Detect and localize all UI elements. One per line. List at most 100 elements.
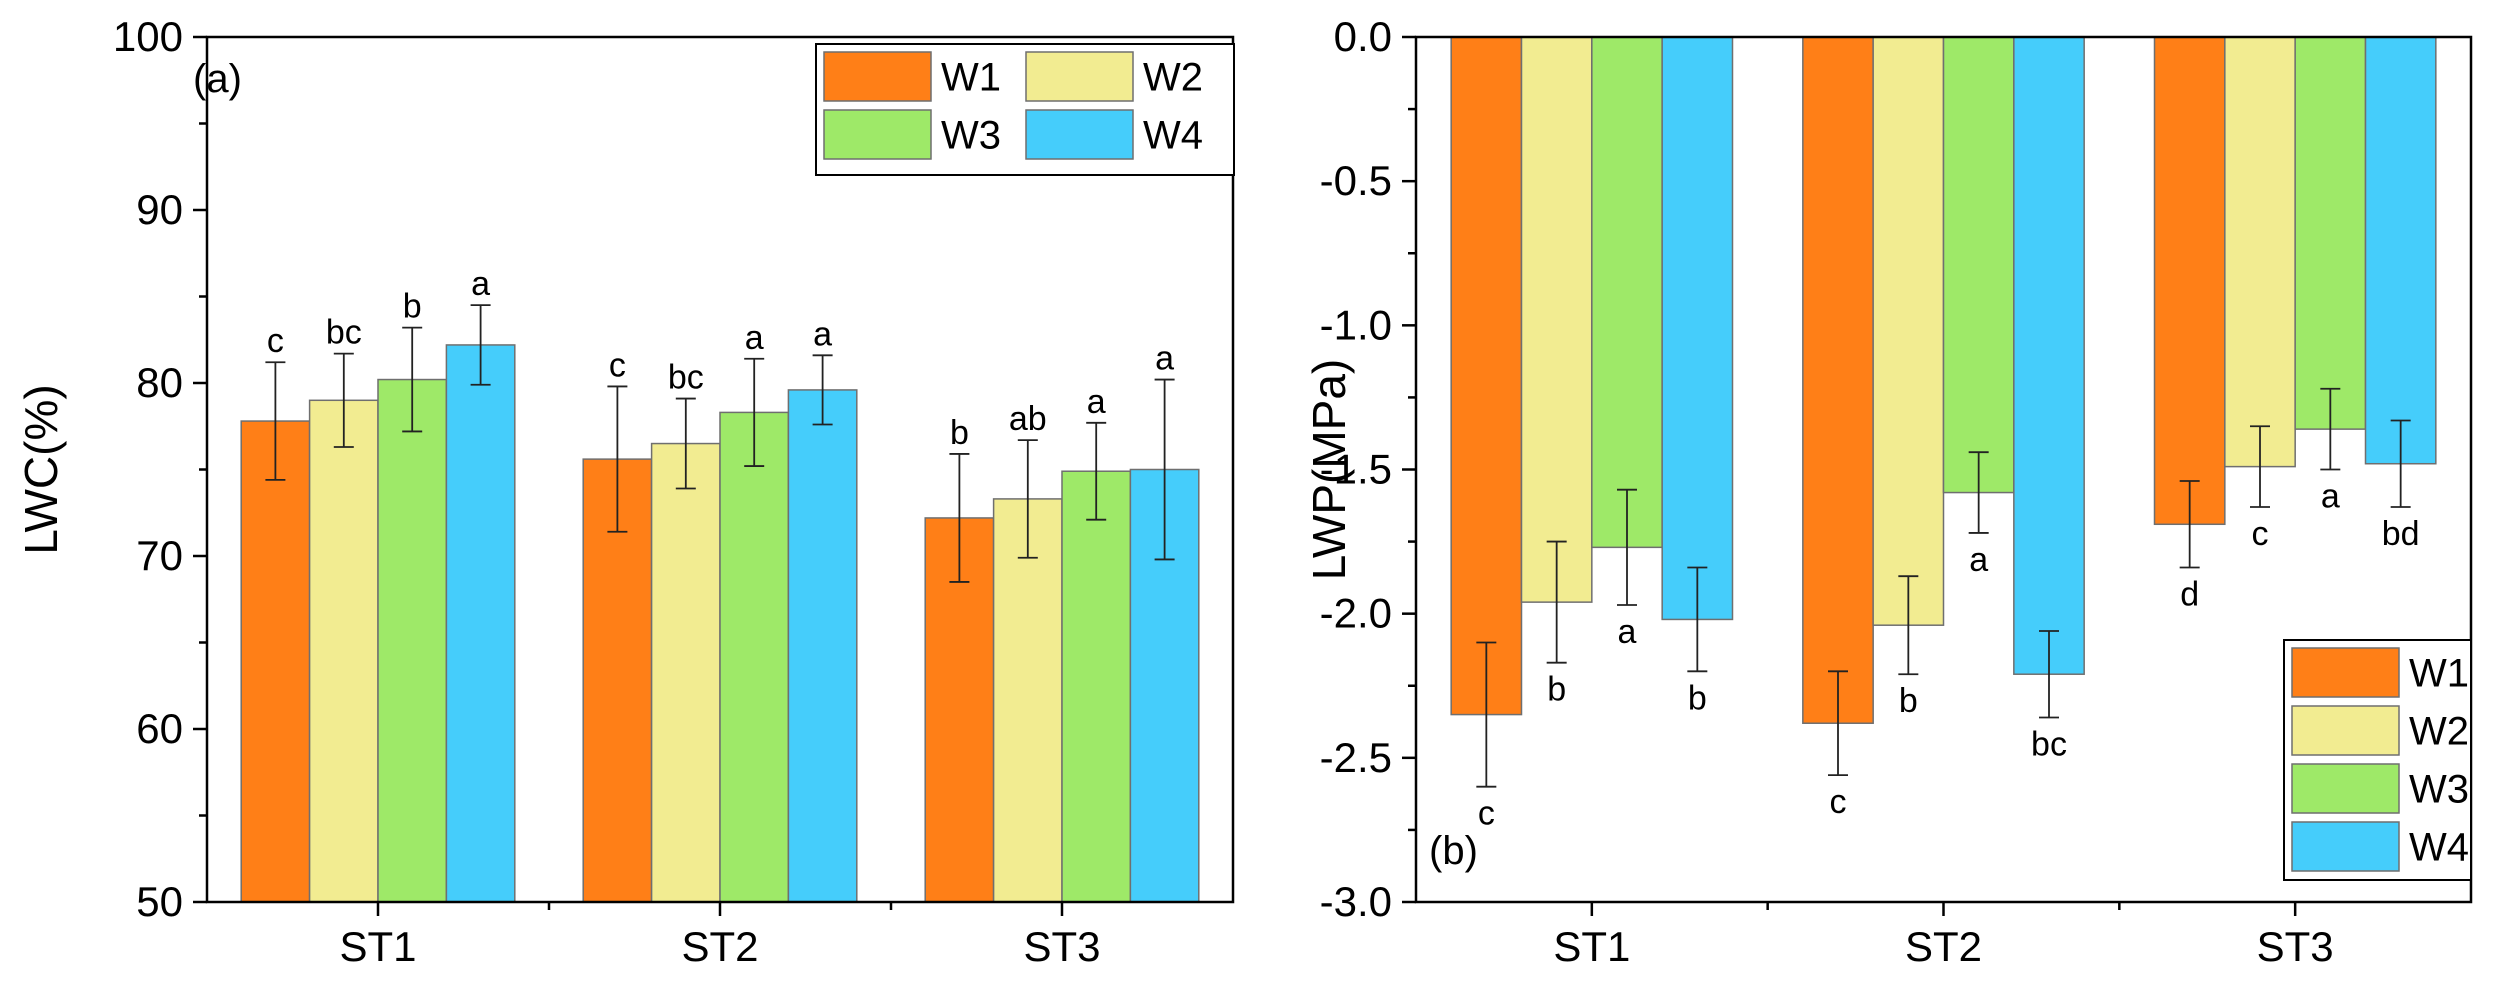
- y-tick-label: -2.0: [1320, 590, 1392, 637]
- significance-letter: c: [1830, 783, 1847, 821]
- x-tick-label: ST2: [1905, 923, 1982, 970]
- panel-label: (a): [193, 57, 242, 101]
- legend: W1 W2 W3 W4: [2283, 639, 2472, 881]
- significance-letter: bd: [2382, 515, 2420, 553]
- error-bar: [812, 354, 833, 426]
- error-bar: [1828, 670, 1848, 777]
- y-tick-label: 70: [136, 532, 183, 579]
- error-bar: [949, 453, 970, 583]
- significance-letter: bc: [668, 359, 704, 397]
- significance-letter: b: [950, 414, 969, 452]
- bar-st3-w2: [2224, 36, 2296, 468]
- significance-letter: a: [471, 265, 490, 303]
- legend: W1 W2 W3 W4: [815, 43, 1235, 176]
- error-bar: [402, 326, 423, 433]
- error-bar: [1086, 421, 1107, 521]
- legend-label: W3: [941, 114, 1001, 158]
- bar-st1-w3: [1591, 36, 1663, 549]
- significance-letter: a: [2321, 478, 2340, 516]
- error-bar: [333, 352, 354, 448]
- y-tick-label: -2.5: [1320, 734, 1392, 781]
- bar-st2-w3: [719, 411, 790, 903]
- significance-letter: b: [403, 288, 422, 326]
- error-bar: [1154, 378, 1175, 561]
- y-axis-label: LWP(MPa): [1303, 359, 1355, 581]
- panel-label: (b): [1429, 829, 1478, 873]
- bar-st1-w2: [308, 399, 379, 903]
- error-bar: [470, 304, 491, 386]
- bar-st1-w1: [240, 420, 311, 903]
- x-tick-label: ST1: [339, 923, 416, 970]
- significance-letter: a: [1969, 541, 1988, 579]
- y-tick-label: 0.0: [1334, 13, 1392, 60]
- bar-st3-w3: [2294, 36, 2367, 430]
- legend-swatch-w1: [2291, 647, 2400, 698]
- bar-st2-w1: [1802, 36, 1874, 724]
- legend-swatch-w3: [2291, 763, 2400, 814]
- significance-letter: b: [1899, 682, 1918, 720]
- legend-swatch-w3: [823, 109, 932, 160]
- bar-st2-w2: [650, 442, 721, 903]
- error-bar: [2320, 387, 2341, 471]
- error-bar: [2039, 630, 2059, 719]
- error-bar: [607, 385, 628, 533]
- y-tick-label: 100: [113, 13, 183, 60]
- y-tick-label: -1.5: [1320, 446, 1392, 493]
- error-bar: [2179, 480, 2200, 569]
- bar-st2-w3: [1942, 36, 2015, 494]
- significance-letter: a: [1087, 383, 1106, 421]
- significance-letter: c: [2252, 515, 2269, 553]
- legend-swatch-w2: [2291, 705, 2400, 756]
- bar-st1-w1: [1450, 36, 1523, 716]
- y-tick-label: -3.0: [1320, 878, 1392, 925]
- significance-letter: a: [745, 319, 764, 357]
- error-bar: [1546, 540, 1567, 664]
- significance-letter: ab: [1009, 400, 1047, 438]
- panel-b-lwp-chart: c cdb bcaaabbcbd0.0-0.5-1.0-1.5-2.0-2.5-3.…: [1303, 13, 2473, 970]
- error-bar: [1617, 488, 1637, 606]
- bar-st2-w4: [2013, 36, 2085, 675]
- error-bar: [2250, 425, 2270, 508]
- legend-swatch-w4: [1025, 109, 1134, 160]
- y-tick-label: 80: [136, 359, 183, 406]
- bar-st2-w4: [787, 389, 858, 903]
- x-tick-label: ST3: [2257, 923, 2334, 970]
- legend-label: W1: [941, 56, 1001, 100]
- y-axis-label: LWC(%): [15, 384, 67, 554]
- legend-label: W1: [2409, 652, 2469, 696]
- legend-swatch-w4: [2291, 821, 2400, 872]
- significance-letter: c: [267, 322, 284, 360]
- legend-label: W2: [1143, 56, 1203, 100]
- significance-letter: d: [2180, 576, 2199, 614]
- significance-letter: bc: [326, 314, 362, 352]
- significance-letter: c: [609, 346, 626, 384]
- bar-st2-w2: [1872, 36, 1945, 626]
- bar-st3-w3: [1061, 470, 1132, 903]
- legend-label: W4: [2409, 826, 2469, 870]
- bar-st3-w1: [2153, 36, 2226, 526]
- error-bar: [1476, 641, 1497, 788]
- y-tick-label: -1.0: [1320, 301, 1392, 348]
- bar-st1-w2: [1520, 36, 1593, 603]
- legend-swatch-w1: [823, 51, 932, 102]
- error-bar: [1968, 451, 1989, 534]
- bar-st1-w4: [1661, 36, 1734, 621]
- error-bar: [2390, 419, 2411, 508]
- panel-a-lwc-chart: c c b bc bc ab b a a a a a 50 60 70 80 90 100 ST1 ST2 ST3 LWC…: [15, 13, 1235, 970]
- error-bar: [744, 357, 765, 467]
- legend-label: W3: [2409, 768, 2469, 812]
- legend-label: W4: [1143, 114, 1203, 158]
- significance-letter: a: [1155, 340, 1174, 378]
- error-bar: [1017, 439, 1038, 559]
- significance-letter: a: [813, 315, 832, 353]
- y-tick-label: 90: [136, 186, 183, 233]
- error-bar: [1687, 566, 1708, 673]
- error-bar: [265, 361, 286, 481]
- x-tick-label: ST1: [1553, 923, 1630, 970]
- x-tick-label: ST3: [1023, 923, 1100, 970]
- y-tick-label: -0.5: [1320, 157, 1392, 204]
- bar-st1-w3: [377, 378, 448, 903]
- x-tick-label: ST2: [681, 923, 758, 970]
- bar-st1-w4: [445, 344, 516, 903]
- significance-letter: bc: [2031, 725, 2067, 763]
